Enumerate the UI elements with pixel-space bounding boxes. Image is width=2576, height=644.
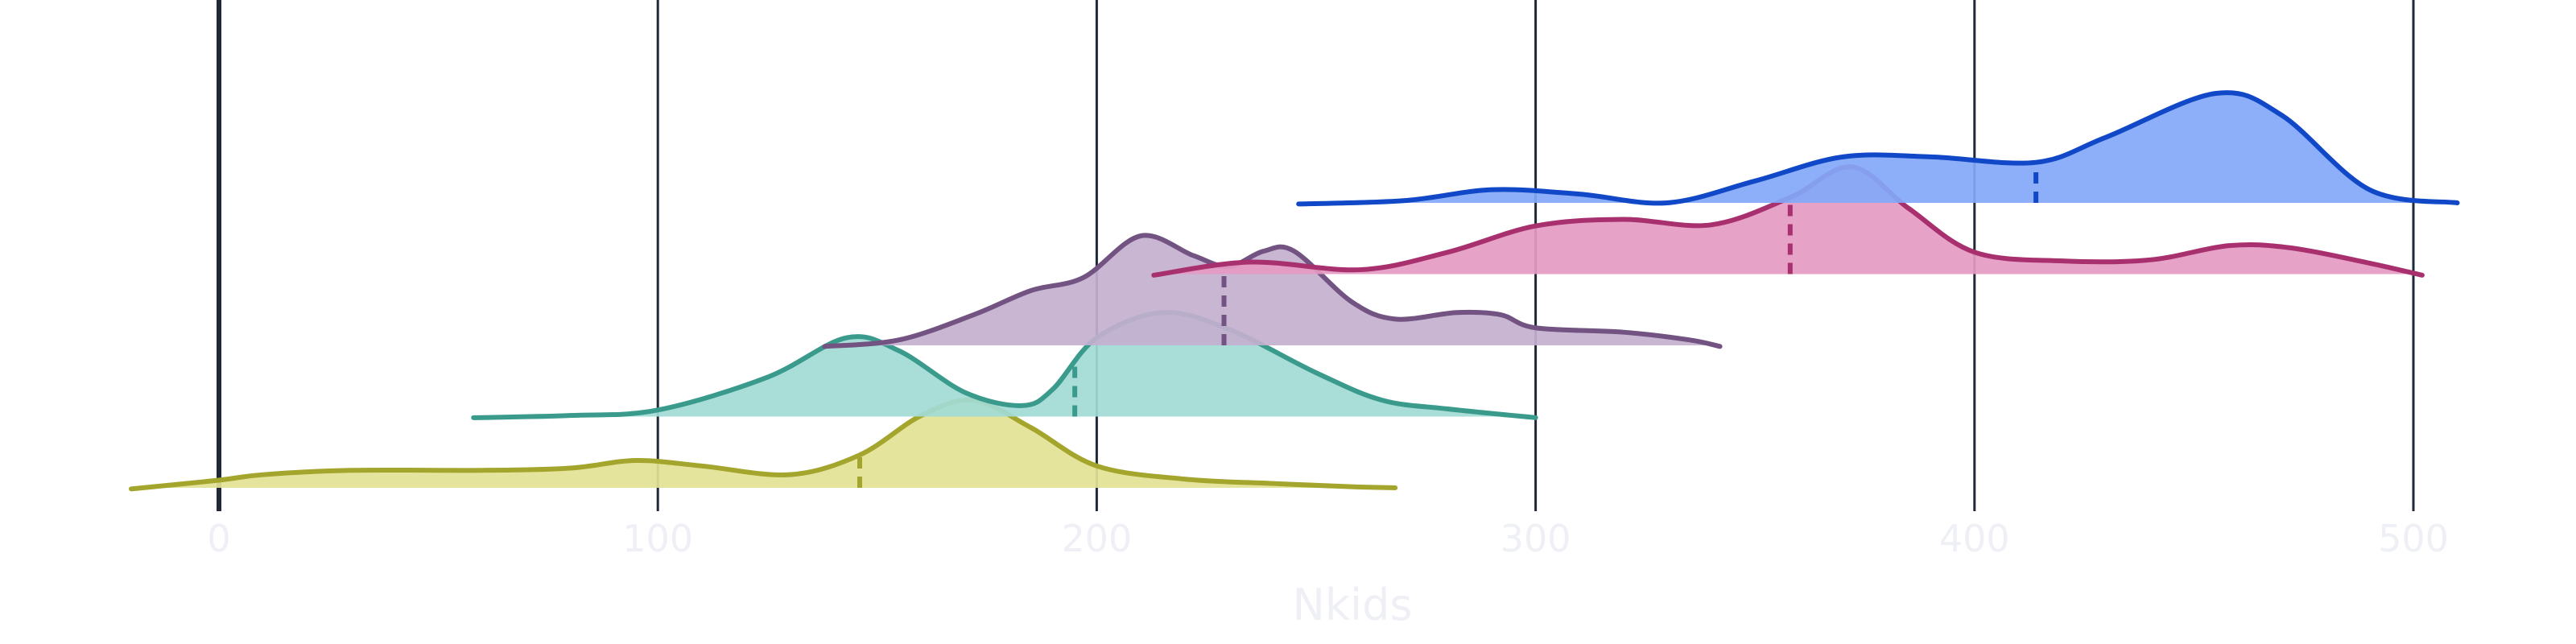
x-tick-label-200: 200 bbox=[1061, 517, 1132, 560]
grid-layer bbox=[217, 0, 2415, 511]
ridge-series-3 bbox=[822, 233, 1723, 349]
ridge-area-1 bbox=[130, 399, 1396, 489]
x-tick-label-400: 400 bbox=[1939, 517, 2010, 560]
ridges-layer bbox=[128, 90, 2460, 492]
ridge-line-3 bbox=[822, 233, 1723, 349]
ridge-series-5 bbox=[1296, 90, 2460, 207]
x-tick-label-0: 0 bbox=[207, 517, 230, 560]
ridge-area-4 bbox=[1154, 167, 2422, 275]
ridge-line-1 bbox=[128, 397, 1398, 492]
ridge-series-2 bbox=[471, 310, 1538, 420]
x-tick-label-500: 500 bbox=[2378, 517, 2449, 560]
ridge-area-5 bbox=[1298, 93, 2458, 204]
x-axis-title: Nkids bbox=[1292, 580, 1412, 630]
ridge-line-2 bbox=[471, 310, 1538, 420]
ridge-area-3 bbox=[824, 235, 1720, 347]
ridge-series-1 bbox=[128, 397, 1398, 492]
ridge-area-2 bbox=[473, 312, 1536, 418]
x-tick-label-300: 300 bbox=[1501, 517, 1571, 560]
ridge-line-5 bbox=[1296, 90, 2460, 207]
x-tick-label-100: 100 bbox=[622, 517, 693, 560]
x-tick-labels: 0 100 200 300 400 500 bbox=[207, 517, 2449, 560]
